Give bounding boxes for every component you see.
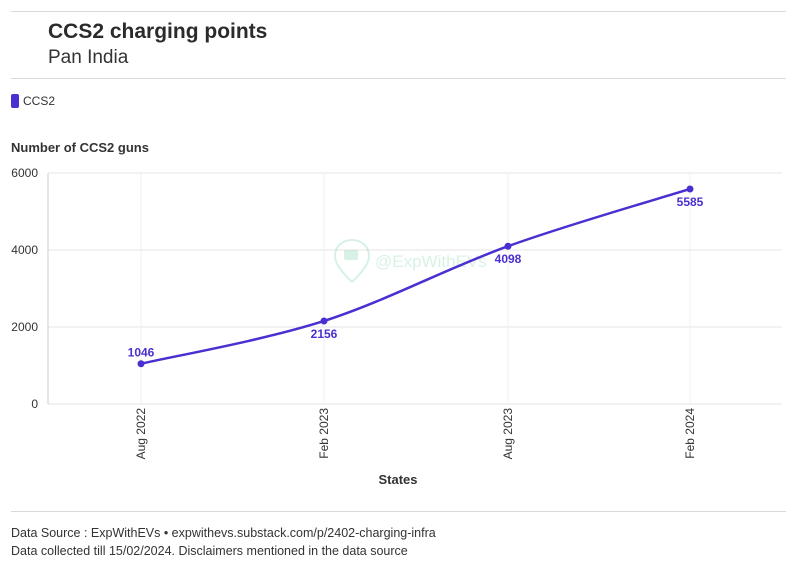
axes: 0 2000 4000 6000 Aug 2022 Feb 2023 Aug 2023 Feb… bbox=[11, 166, 697, 459]
x-tick-label: Feb 2024 bbox=[683, 408, 697, 459]
data-source-note: Data Source : ExpWithEVs • expwithevs.su… bbox=[11, 526, 436, 540]
data-label: 2156 bbox=[311, 327, 338, 341]
data-label: 1046 bbox=[128, 346, 155, 360]
chart-title: CCS2 charging points bbox=[48, 20, 268, 43]
series-line-ccs2 bbox=[140, 187, 691, 365]
data-point[interactable] bbox=[137, 360, 145, 368]
legend[interactable]: CCS2 bbox=[11, 94, 55, 108]
chart-subtitle: Pan India bbox=[48, 47, 129, 68]
gridlines bbox=[48, 172, 782, 405]
footer-divider bbox=[11, 511, 786, 512]
x-tick-label: Aug 2023 bbox=[501, 408, 515, 460]
y-tick-label: 6000 bbox=[11, 166, 38, 180]
data-point[interactable] bbox=[320, 317, 328, 325]
y-tick-label: 0 bbox=[31, 397, 38, 411]
data-point[interactable] bbox=[686, 185, 694, 193]
location-pin-icon bbox=[333, 238, 371, 284]
data-collected-note: Data collected till 15/02/2024. Disclaim… bbox=[11, 544, 408, 558]
line-chart: @ExpWithEVs 0 2000 4000 6000 Aug 2022 Feb 202… bbox=[11, 166, 782, 459]
data-label: 5585 bbox=[677, 195, 704, 209]
top-divider bbox=[11, 11, 786, 12]
x-axis-title: States bbox=[378, 472, 418, 487]
y-axis-title: Number of CCS2 guns bbox=[11, 140, 149, 155]
x-tick-label: Feb 2023 bbox=[317, 408, 331, 459]
series-ccs2: 1046 2156 4098 5585 bbox=[128, 185, 704, 368]
x-tick-label: Aug 2022 bbox=[134, 408, 148, 460]
legend-swatch bbox=[11, 94, 19, 108]
y-tick-label: 4000 bbox=[11, 243, 38, 257]
watermark: @ExpWithEVs bbox=[333, 238, 487, 284]
header-divider bbox=[11, 78, 786, 79]
legend-label: CCS2 bbox=[23, 94, 56, 108]
y-tick-label: 2000 bbox=[11, 320, 38, 334]
data-label: 4098 bbox=[495, 252, 522, 266]
data-point[interactable] bbox=[504, 242, 512, 250]
